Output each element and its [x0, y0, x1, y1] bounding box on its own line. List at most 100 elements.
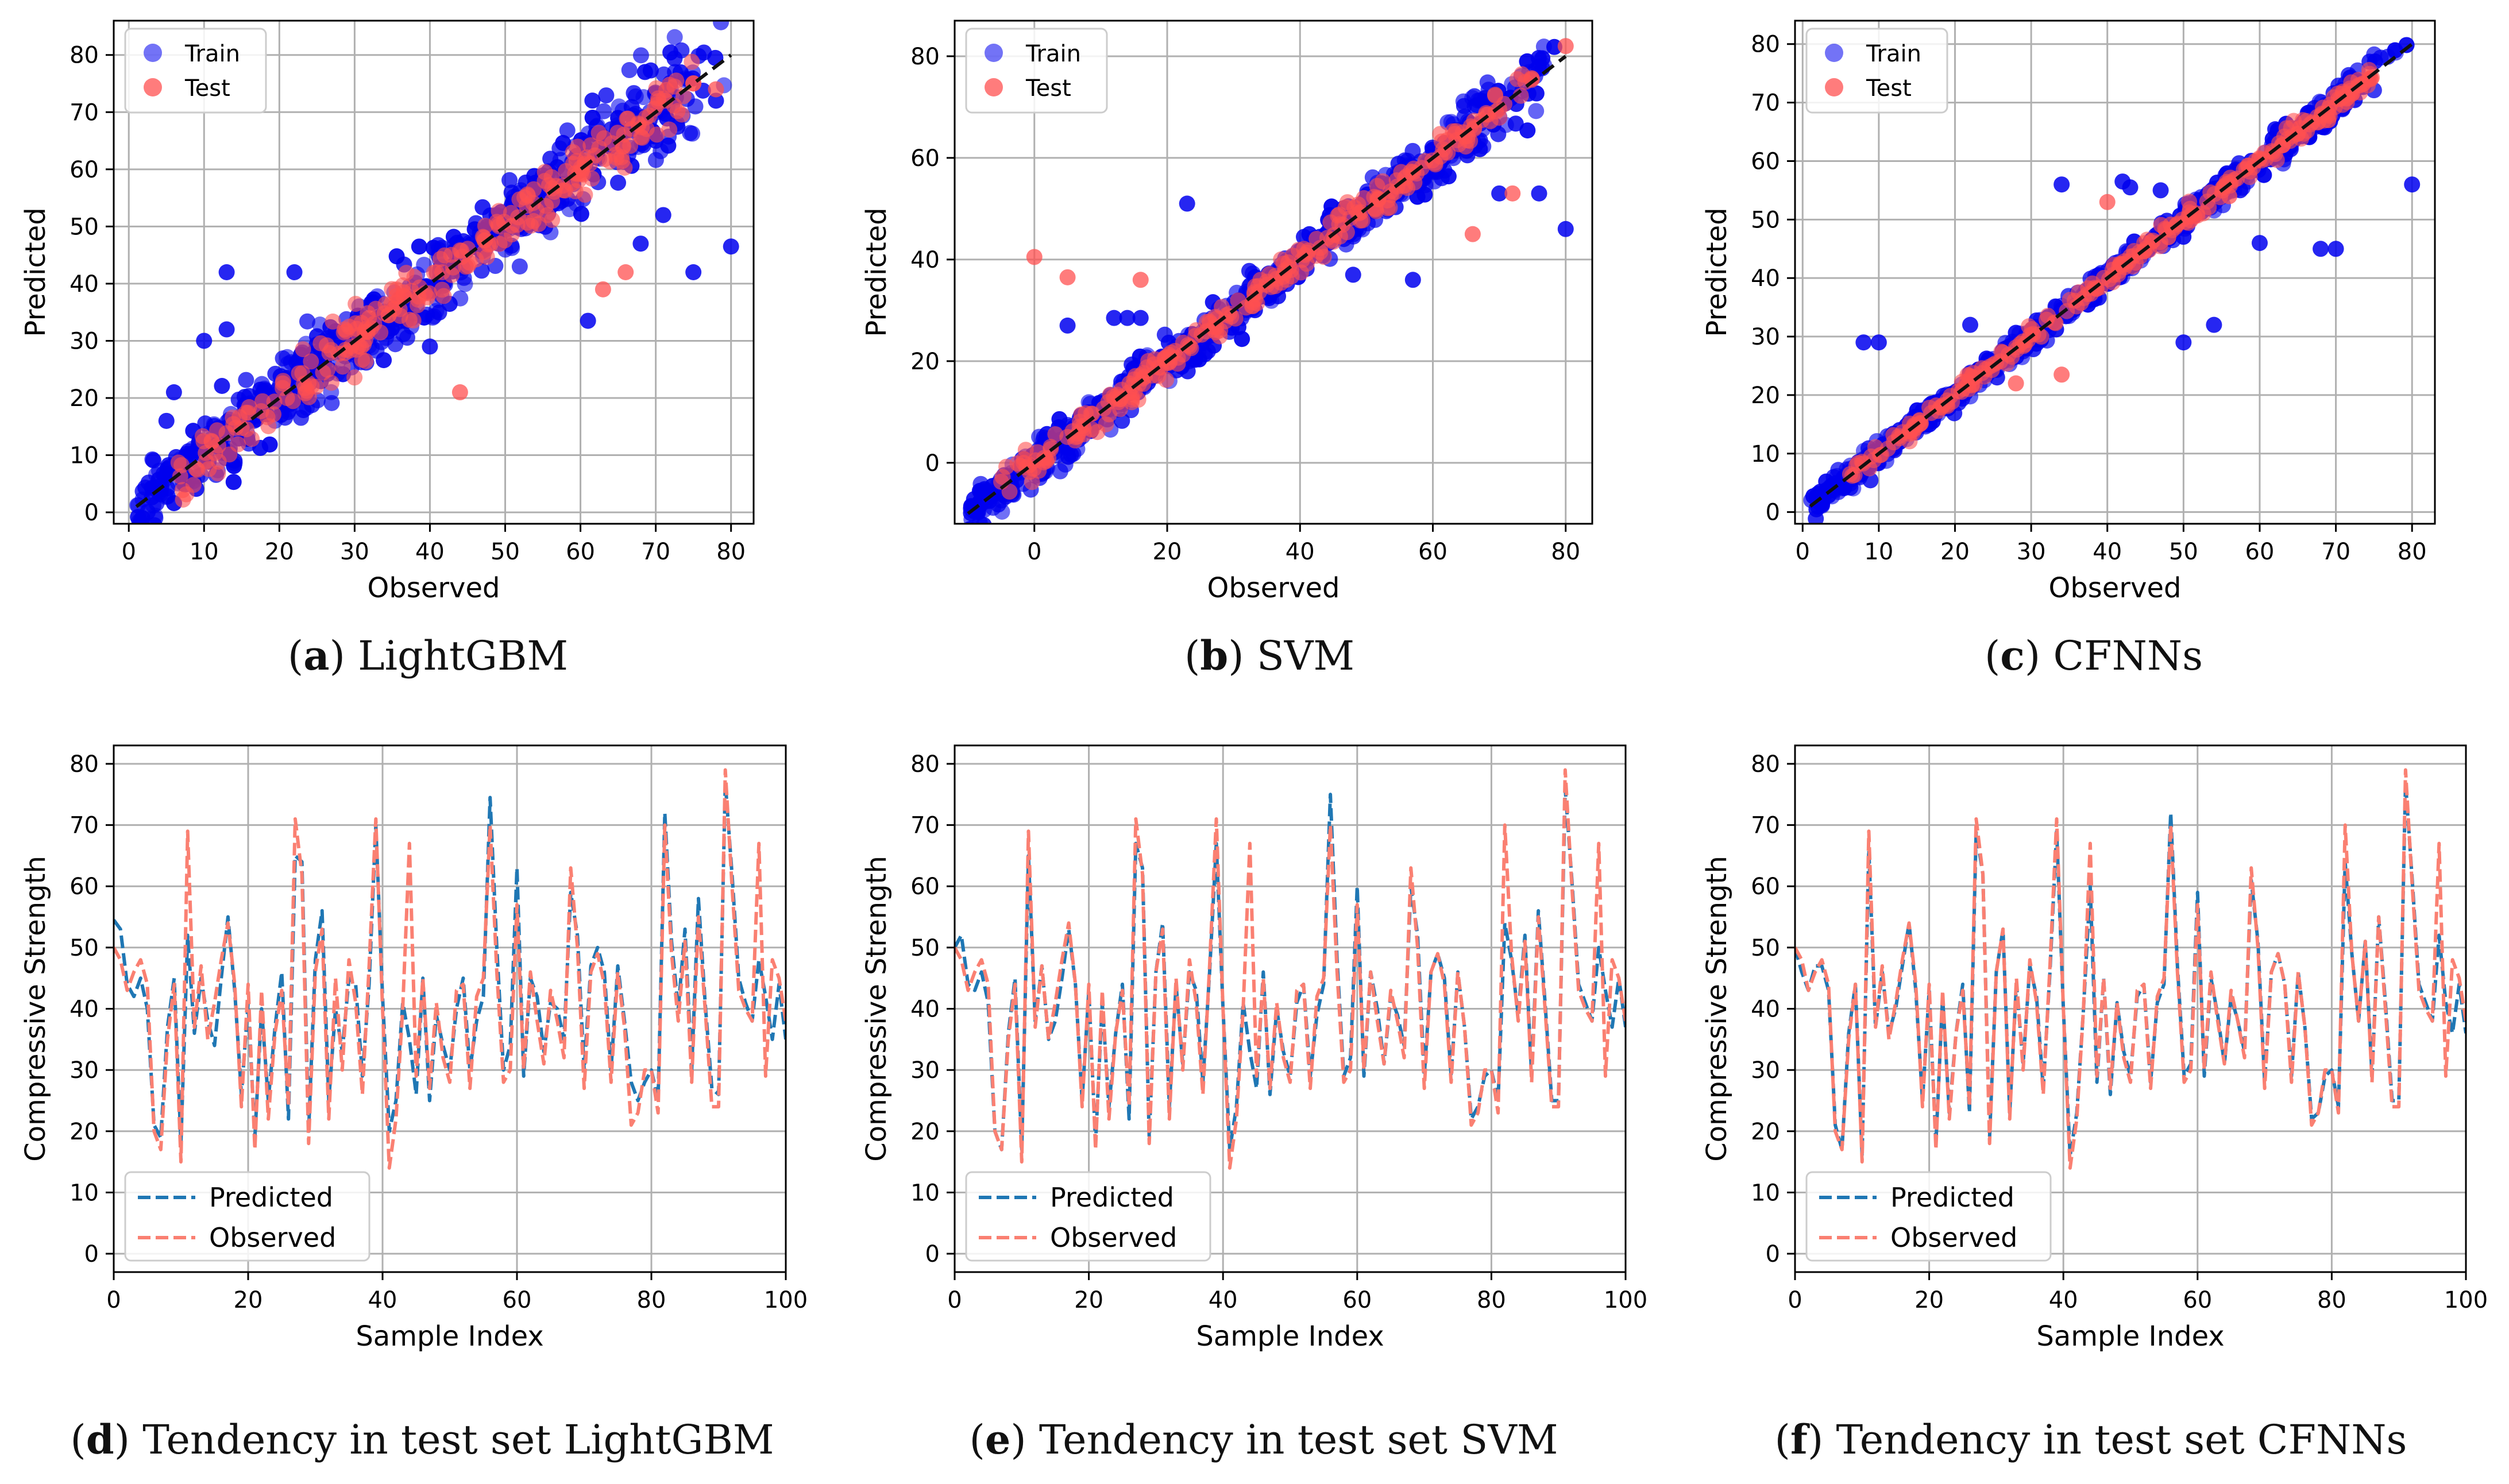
legend-label-predicted: Predicted	[209, 1182, 333, 1213]
y-axis-label: Compressive Strength	[1701, 856, 1733, 1162]
caption-letter: d	[86, 1416, 114, 1463]
test-point	[2286, 113, 2302, 129]
test-point	[1432, 126, 1449, 142]
train-point	[1060, 449, 1076, 465]
train-point	[218, 321, 235, 338]
test-point	[608, 146, 624, 163]
caption-letter: e	[985, 1416, 1011, 1463]
y-axis-label: Compressive Strength	[20, 856, 52, 1162]
y-tick-label: 0	[1766, 1241, 1780, 1267]
test-point	[1024, 474, 1040, 490]
x-tick-label: 0	[1027, 539, 1041, 565]
test-point	[1296, 241, 1313, 257]
train-point	[457, 276, 473, 292]
test-point	[376, 305, 393, 322]
x-tick-label: 0	[1796, 539, 1810, 565]
train-point	[158, 412, 175, 429]
series-line-observed	[1795, 768, 2466, 1170]
x-axis-label: Observed	[2049, 572, 2182, 604]
x-tick-label: 20	[1153, 539, 1182, 565]
train-point	[2053, 176, 2070, 193]
caption-a: (a) LightGBM	[287, 632, 569, 679]
test-point	[617, 264, 634, 280]
train-point	[632, 47, 649, 64]
test-point	[1169, 349, 1186, 366]
x-tick-label: 10	[1864, 539, 1893, 565]
y-tick-label: 80	[910, 751, 940, 778]
x-tick-label: 50	[2169, 539, 2198, 565]
y-tick-label: 70	[1751, 813, 1780, 839]
caption-d: (d) Tendency in test set LightGBM	[70, 1416, 774, 1463]
y-tick-label: 30	[70, 328, 99, 354]
legend-label-train: Train	[184, 41, 240, 67]
caption-text: SVM	[1256, 632, 1355, 679]
test-point	[1350, 196, 1367, 213]
x-tick-label: 60	[1418, 539, 1448, 565]
train-point	[621, 62, 638, 79]
test-point	[461, 254, 478, 271]
identity-line	[1809, 42, 2414, 508]
test-point	[684, 53, 700, 70]
legend-label-test: Test	[1866, 75, 1912, 102]
x-tick-label: 40	[2049, 1287, 2078, 1313]
y-tick-label: 10	[70, 443, 99, 469]
train-point	[2327, 241, 2344, 257]
test-point	[1083, 405, 1099, 422]
train-point	[626, 85, 642, 102]
caption-text: Tendency in test set SVM	[1039, 1416, 1558, 1463]
y-tick-label: 60	[910, 874, 940, 900]
test-point	[2221, 188, 2237, 204]
train-point	[1528, 103, 1545, 119]
test-point	[325, 313, 341, 330]
train-point	[411, 238, 427, 255]
caption-text: Tendency in test set LightGBM	[142, 1416, 774, 1463]
x-axis-label: Sample Index	[2036, 1320, 2224, 1352]
train-point	[261, 436, 278, 453]
test-point	[2099, 194, 2116, 210]
train-point	[422, 338, 438, 355]
train-point	[713, 21, 729, 30]
test-point	[622, 137, 639, 154]
test-point	[2021, 318, 2037, 335]
test-point	[432, 250, 449, 267]
test-point	[577, 187, 593, 203]
train-point	[140, 474, 157, 491]
x-tick-label: 100	[2444, 1287, 2488, 1313]
y-tick-label: 30	[910, 1057, 940, 1084]
y-tick-label: 40	[1751, 996, 1780, 1023]
legend-marker-test	[985, 78, 1003, 96]
train-point	[286, 264, 303, 280]
test-point	[708, 81, 724, 98]
caption-f: (f) Tendency in test set CFNNs	[1774, 1416, 2407, 1463]
y-axis-label: Predicted	[1701, 207, 1733, 337]
y-tick-label: 0	[1766, 500, 1780, 526]
x-tick-label: 100	[1604, 1287, 1647, 1313]
plot-area	[129, 21, 739, 524]
train-point	[165, 384, 182, 401]
y-tick-label: 0	[84, 1241, 99, 1267]
train-point	[666, 50, 683, 67]
test-point	[241, 399, 257, 415]
y-tick-label: 50	[1751, 935, 1780, 961]
series-line-predicted	[955, 786, 1626, 1151]
x-tick-label: 60	[566, 539, 595, 565]
train-point	[238, 372, 254, 388]
test-point	[1017, 442, 1034, 458]
test-point	[323, 374, 339, 391]
test-point	[595, 281, 611, 297]
y-tick-label: 80	[70, 42, 99, 69]
chart-a: 0 10 20 30 40 50 60 70 80 0 10 20 30 40 50 60 70 80 Observ…	[20, 20, 755, 604]
legend-label-observed: Observed	[209, 1222, 336, 1253]
test-point	[295, 341, 311, 358]
x-tick-label: 40	[415, 539, 445, 565]
y-tick-label: 30	[70, 1057, 99, 1084]
test-point	[338, 323, 354, 339]
y-tick-label: 20	[1751, 382, 1780, 409]
chart-e: 0 20 40 60 80 100 0 10 20 30 40 50 60 70 80 Sample Inde…	[860, 744, 1647, 1352]
legend-label-train: Train	[1866, 41, 1921, 67]
train-point	[474, 199, 491, 215]
test-point	[673, 106, 690, 123]
x-tick-label: 80	[2398, 539, 2427, 565]
y-tick-label: 80	[1751, 751, 1780, 778]
y-tick-label: 60	[1751, 148, 1780, 175]
